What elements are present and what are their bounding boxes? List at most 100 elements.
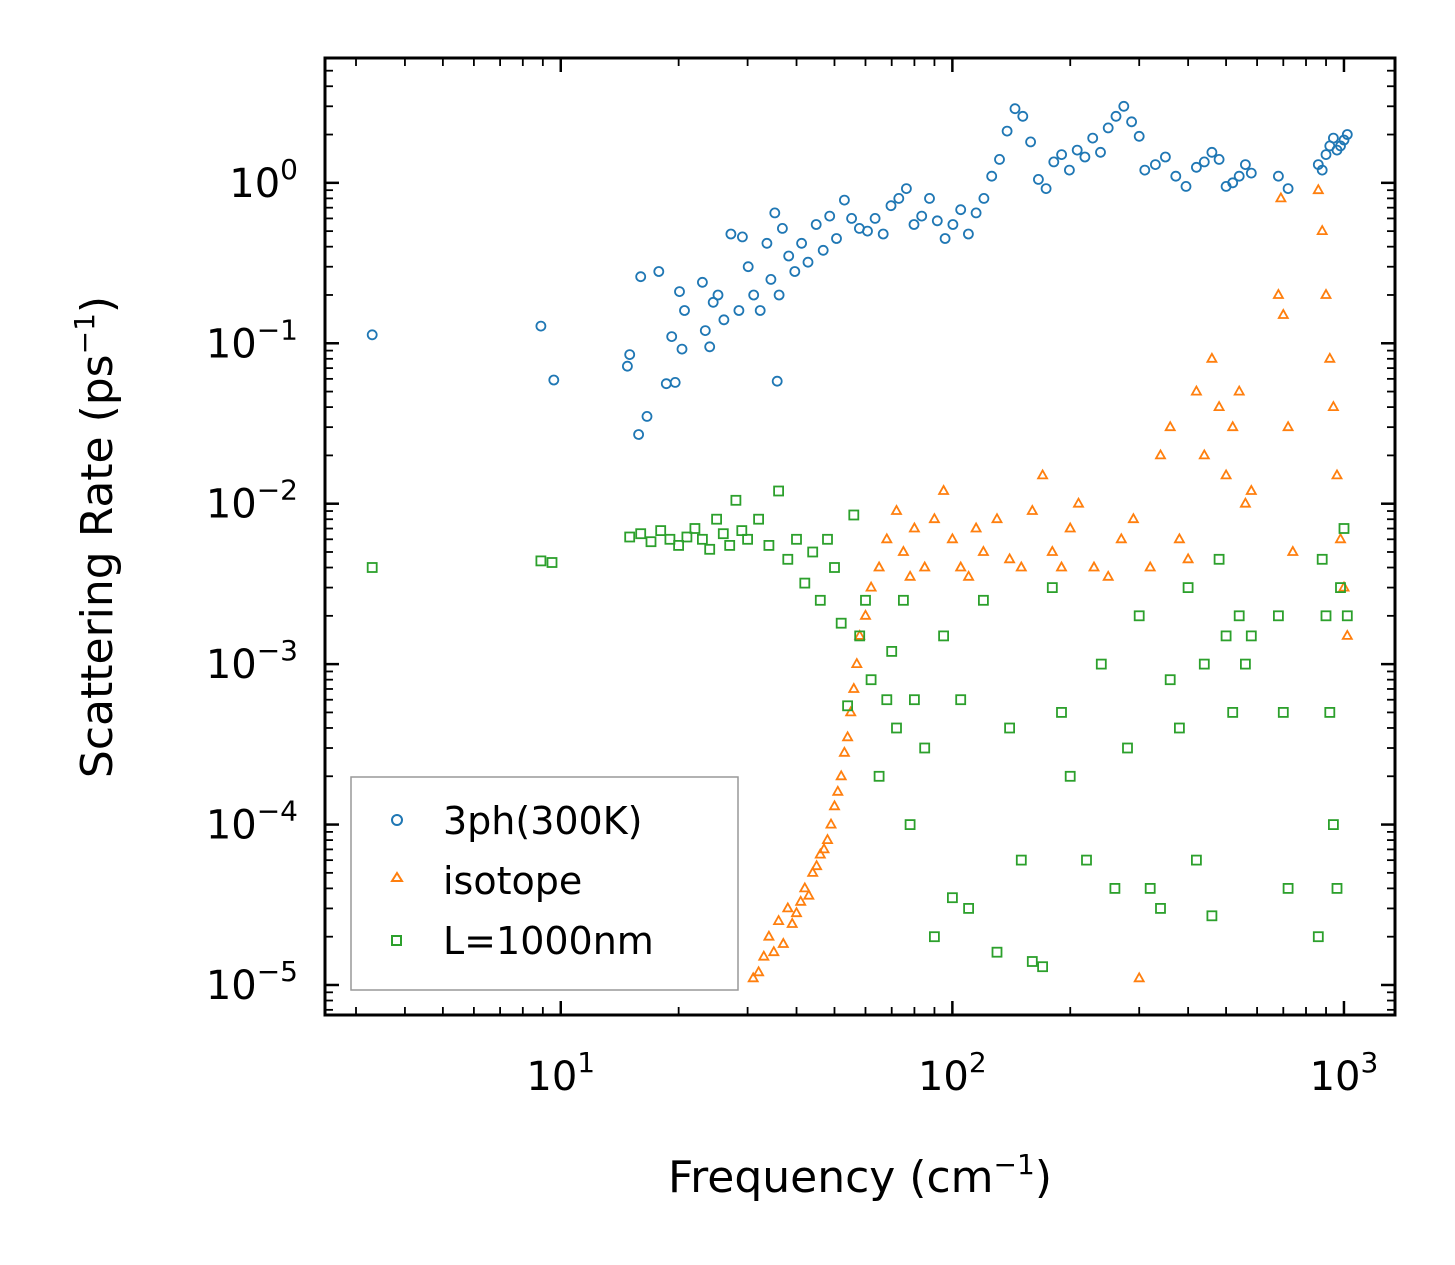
data-point-circle: [877, 228, 889, 240]
legend-item-3ph: 3ph(300K): [391, 799, 642, 843]
data-point-circle: [1316, 164, 1328, 176]
data-point-square: [624, 531, 636, 543]
x-tick-label-base: 10: [1310, 1054, 1361, 1100]
data-point-circle: [783, 250, 795, 262]
data-point-square: [1220, 630, 1232, 642]
data-point-square: [1144, 883, 1156, 894]
data-point-circle: [1126, 116, 1137, 128]
data-point-triangle: [1144, 560, 1157, 572]
x-tick-label-exp: 3: [1361, 1046, 1379, 1079]
data-point-circle: [986, 170, 998, 182]
y-tick-label-base: 10: [206, 642, 257, 688]
data-point-circle: [674, 286, 685, 298]
data-point-circle: [978, 192, 990, 204]
x-tick-label: 103: [1310, 1046, 1379, 1100]
data-point-triangle: [772, 914, 785, 925]
data-point-circle: [1139, 164, 1151, 176]
data-point-square: [1206, 910, 1218, 922]
series-circle: [366, 100, 1353, 440]
data-point-square: [1182, 582, 1194, 593]
data-point-circle: [1328, 132, 1339, 144]
data-point-triangle: [802, 888, 815, 900]
data-point-circle: [1341, 129, 1353, 140]
data-point-circle: [1079, 151, 1091, 163]
data-point-circle: [1338, 134, 1350, 146]
data-point-triangle: [977, 545, 990, 556]
x-tick-label: 102: [918, 1046, 987, 1100]
data-point-square: [909, 694, 920, 706]
data-point-triangle: [824, 817, 838, 829]
data-point-triangle: [794, 894, 807, 906]
data-point-circle: [1133, 130, 1145, 142]
data-point-triangle: [831, 784, 844, 796]
data-point-square: [664, 533, 676, 545]
data-point-triangle: [1205, 351, 1218, 363]
data-point-square: [1335, 582, 1346, 593]
data-point-square: [929, 931, 940, 943]
data-point-circle: [707, 296, 719, 308]
data-point-square: [898, 594, 909, 606]
data-point-square: [673, 540, 684, 551]
data-point-square: [724, 540, 736, 551]
data-point-triangle: [897, 545, 910, 556]
data-point-circle: [789, 266, 801, 277]
data-point-triangle: [747, 971, 760, 983]
axes-frame: [323, 56, 1397, 1017]
data-point-circle: [839, 194, 850, 206]
data-point-square: [1081, 854, 1092, 866]
data-point-triangle: [1127, 512, 1140, 524]
data-point-triangle: [1337, 580, 1351, 592]
data-point-triangle: [954, 560, 967, 572]
data-point-circle: [765, 273, 777, 285]
data-point-circle: [908, 219, 920, 230]
data-point-circle: [1282, 183, 1294, 195]
data-point-circle: [669, 376, 681, 388]
data-point-square: [1328, 819, 1339, 830]
data-point-square: [717, 528, 729, 540]
data-point-triangle: [1015, 560, 1028, 572]
data-point-triangle: [835, 769, 848, 781]
data-point-triangle: [798, 881, 811, 893]
data-point-circle: [817, 244, 829, 256]
data-point-triangle: [1190, 384, 1203, 396]
data-point-circle: [761, 237, 773, 249]
data-point-circle: [1150, 159, 1161, 171]
data-point-circle: [725, 228, 737, 240]
data-point-circle: [754, 305, 766, 316]
data-point-square: [689, 523, 701, 534]
data-point-triangle: [865, 580, 878, 592]
data-point-square: [807, 546, 819, 558]
data-point-circle: [901, 183, 912, 195]
data-point-circle: [955, 204, 967, 216]
data-point-triangle: [850, 657, 863, 668]
data-point-square: [1155, 903, 1166, 914]
data-point-triangle: [1055, 560, 1068, 572]
data-point-circle: [366, 329, 378, 341]
data-point-square: [1046, 582, 1058, 593]
data-point-circle: [633, 429, 644, 440]
y-tick-label: 10−3: [206, 634, 298, 688]
data-point-triangle: [970, 521, 983, 533]
data-point-circle: [1180, 180, 1192, 192]
data-point-square: [645, 536, 657, 548]
data-point-triangle: [1102, 569, 1115, 581]
data-point-circle: [699, 325, 711, 337]
data-point-circle: [771, 375, 783, 387]
data-point-square: [904, 819, 916, 830]
y-tick-label: 10−2: [206, 474, 298, 528]
data-point-triangle: [1198, 448, 1211, 460]
y-tick-label-base: 10: [229, 161, 280, 207]
data-point-triangle: [1277, 308, 1290, 319]
data-point-triangle: [838, 745, 851, 757]
data-point-square: [842, 700, 853, 712]
data-point-square: [814, 594, 826, 606]
data-point-square: [963, 903, 974, 914]
legend-label: L=1000nm: [443, 919, 654, 963]
data-point-circle: [1095, 146, 1106, 158]
data-point-circle: [718, 314, 730, 326]
y-tick-label-exp: −4: [257, 795, 298, 828]
data-point-circle: [931, 215, 943, 227]
